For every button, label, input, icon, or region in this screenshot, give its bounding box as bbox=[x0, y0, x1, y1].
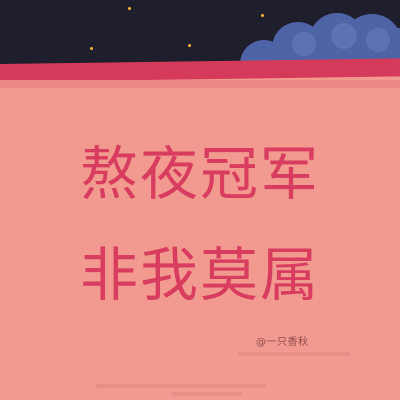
star bbox=[188, 44, 191, 47]
headline-line-1: 熬夜冠军 bbox=[79, 140, 320, 208]
floor-streak bbox=[238, 352, 350, 356]
headline-line-2: 非我莫属 bbox=[79, 241, 320, 309]
signature-text: @一只香秋 bbox=[256, 337, 309, 348]
star bbox=[90, 47, 93, 50]
star bbox=[128, 7, 131, 10]
floor-streak bbox=[172, 392, 242, 396]
floor-streak bbox=[96, 384, 266, 388]
star bbox=[261, 14, 264, 17]
wall-shade bbox=[0, 80, 400, 88]
pink-wall bbox=[0, 80, 400, 400]
